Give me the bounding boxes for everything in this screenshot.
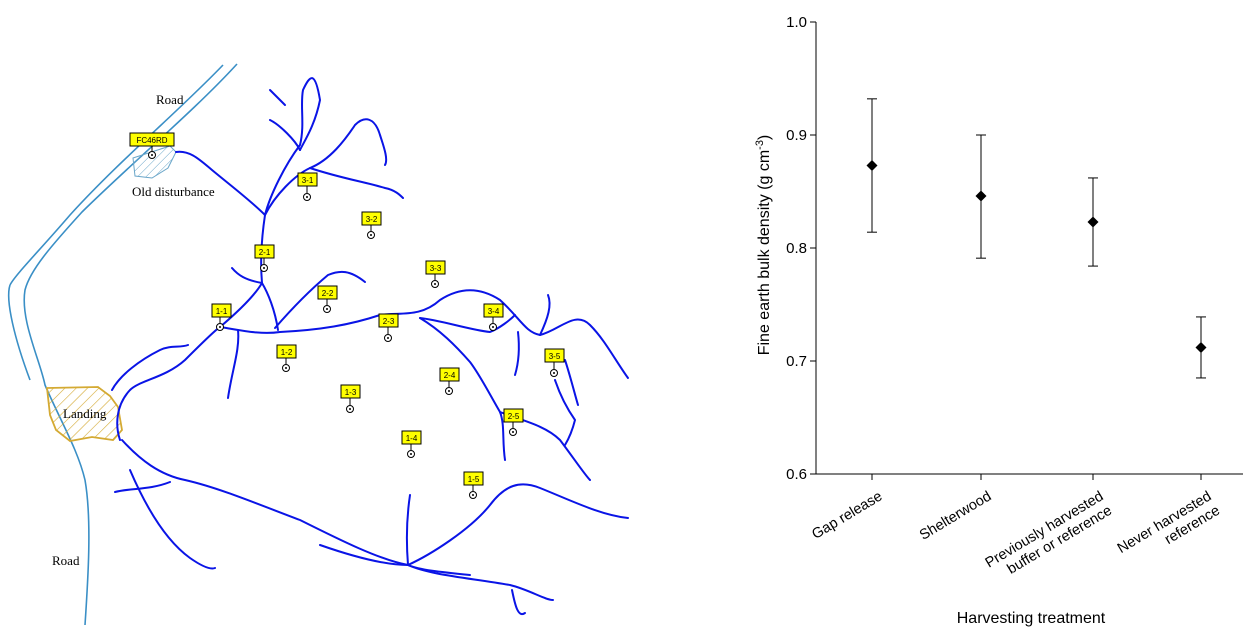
stream-network	[111, 77, 629, 616]
plot-label: 2-1	[259, 248, 271, 257]
bulk-density-chart: 0.6 0.7 0.8 0.9 1.0 Gap release ShelterwoodPre…	[754, 14, 1243, 627]
data-point-diamond	[866, 160, 878, 172]
plot-label: 1-5	[468, 475, 480, 484]
plot-marker-3-4: 3-4	[483, 303, 504, 331]
plot-marker-3-2: 3-2	[361, 211, 382, 239]
landing-label: Landing	[63, 406, 107, 421]
plot-marker-3-3: 3-3	[425, 260, 446, 288]
x-tick-label: Never harvestedreference	[1115, 488, 1223, 571]
plot-label: 1-2	[281, 348, 293, 357]
road-label-bottom: Road	[52, 553, 80, 568]
y-tick-label: 0.6	[786, 466, 807, 483]
y-axis-label-superscript: -3	[754, 140, 766, 150]
x-tick-label: Shelterwood	[917, 488, 994, 543]
plot-label: 2-3	[383, 317, 395, 326]
plot-marker-fc46rd: FC46RD	[129, 132, 175, 159]
plot-label: 1-1	[216, 307, 228, 316]
y-tick-label: 0.8	[786, 240, 807, 257]
plot-label: 3-1	[302, 176, 314, 185]
x-tick-label: Gap release	[809, 488, 885, 542]
plot-label: 2-2	[322, 289, 334, 298]
plot-marker-2-5: 2-5	[503, 408, 524, 436]
old-disturbance-label: Old disturbance	[132, 184, 215, 199]
plot-marker-2-3: 2-3	[378, 313, 399, 342]
data-point-diamond	[975, 190, 987, 202]
plot-marker-3-1: 3-1	[297, 172, 318, 201]
plot-marker-1-5: 1-5	[463, 471, 484, 499]
y-tick-label: 1.0	[786, 14, 807, 31]
x-tick-label-line: Shelterwood	[917, 488, 994, 543]
x-axis-label: Harvesting treatment	[957, 610, 1106, 627]
plot-label: 2-4	[444, 371, 456, 380]
plot-marker-1-4: 1-4	[401, 430, 422, 458]
plot-label: FC46RD	[136, 136, 167, 145]
y-axis-label-close: )	[756, 135, 773, 140]
plot-marker-2-1: 2-1	[254, 244, 275, 272]
plot-label: 3-2	[366, 215, 378, 224]
plot-marker-1-1: 1-1	[211, 303, 232, 331]
plot-label: 3-3	[430, 264, 442, 273]
y-tick-label: 0.9	[786, 127, 807, 144]
plot-marker-2-2: 2-2	[317, 285, 338, 313]
road	[7, 63, 238, 626]
plot-label: 3-4	[488, 307, 500, 316]
plot-label: 1-3	[345, 388, 357, 397]
old-disturbance-area	[132, 145, 177, 179]
road-label-top: Road	[156, 92, 184, 107]
data-point-diamond	[1195, 341, 1207, 353]
plot-label: 1-4	[406, 434, 418, 443]
landing-area	[45, 386, 123, 442]
y-axis-label-main: Fine earth bulk density (g cm	[756, 150, 773, 355]
plot-label: 3-5	[549, 352, 561, 361]
y-axis-label: Fine earth bulk density (g cm-3)	[754, 135, 773, 356]
plot-marker-2-4: 2-4	[439, 367, 460, 395]
plot-label: 2-5	[508, 412, 520, 421]
x-tick-label: Previously harvestedbuffer or reference	[983, 488, 1115, 585]
stream-network-map: Road Road Old disturbance Landing FC46RD…	[7, 63, 629, 626]
plot-markers: FC46RD 3-1 3-2 2-1 3-3 2-2	[129, 132, 565, 499]
plot-marker-1-2: 1-2	[276, 344, 297, 372]
data-point-diamond	[1087, 216, 1099, 228]
plot-marker-1-3: 1-3	[340, 384, 361, 413]
chart-plot-area: 0.6 0.7 0.8 0.9 1.0 Gap release ShelterwoodPre…	[786, 14, 1243, 585]
plot-marker-3-5: 3-5	[544, 348, 565, 377]
x-tick-label-line: Gap release	[809, 488, 885, 542]
y-tick-label: 0.7	[786, 353, 807, 370]
